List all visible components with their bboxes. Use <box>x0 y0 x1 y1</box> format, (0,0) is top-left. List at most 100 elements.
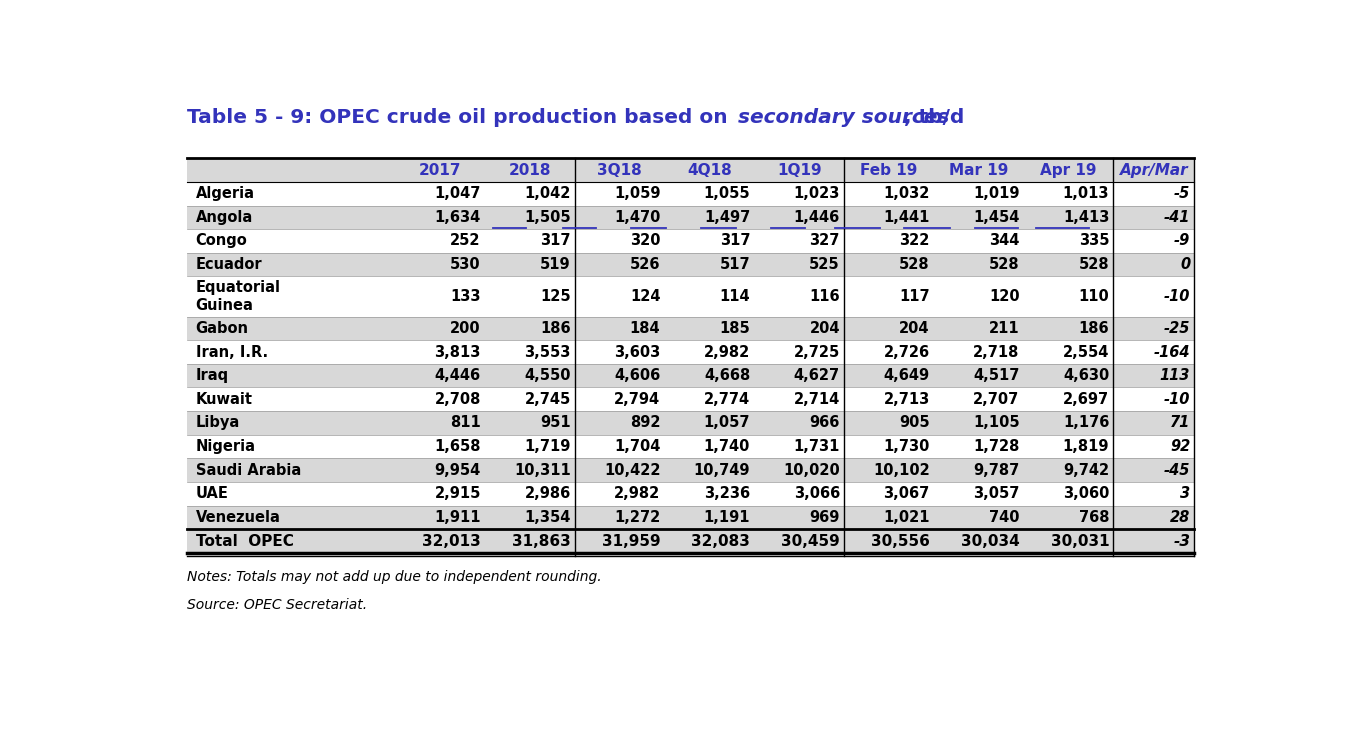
Text: Equatorial: Equatorial <box>195 280 280 295</box>
Text: Venezuela: Venezuela <box>195 510 280 525</box>
Text: 3,553: 3,553 <box>524 345 570 359</box>
Text: 1,446: 1,446 <box>794 210 840 225</box>
Text: 120: 120 <box>989 289 1019 304</box>
Text: 1,019: 1,019 <box>973 186 1019 201</box>
Text: 10,311: 10,311 <box>514 463 570 478</box>
Bar <box>187 253 1194 277</box>
Text: 811: 811 <box>450 415 481 430</box>
Text: 1,013: 1,013 <box>1062 186 1109 201</box>
Text: 2,774: 2,774 <box>704 392 749 407</box>
Text: -164: -164 <box>1154 345 1190 359</box>
Text: 1,191: 1,191 <box>704 510 749 525</box>
Text: 31,959: 31,959 <box>601 534 661 548</box>
Text: 2,982: 2,982 <box>704 345 749 359</box>
Text: 3Q18: 3Q18 <box>597 163 642 178</box>
Text: 344: 344 <box>989 234 1019 248</box>
Text: 1,497: 1,497 <box>704 210 749 225</box>
Text: 114: 114 <box>720 289 749 304</box>
Text: 2,708: 2,708 <box>434 392 481 407</box>
Bar <box>187 458 1194 482</box>
Text: 30,034: 30,034 <box>961 534 1019 548</box>
Text: 3,057: 3,057 <box>973 486 1019 501</box>
Text: -41: -41 <box>1163 210 1190 225</box>
Text: -45: -45 <box>1163 463 1190 478</box>
Text: 2,915: 2,915 <box>434 486 481 501</box>
Text: 211: 211 <box>989 321 1019 336</box>
Text: 9,954: 9,954 <box>434 463 481 478</box>
Text: 10,422: 10,422 <box>604 463 661 478</box>
Text: 322: 322 <box>899 234 930 248</box>
Text: Algeria: Algeria <box>195 186 255 201</box>
Text: 519: 519 <box>541 257 570 272</box>
Text: -3: -3 <box>1173 534 1190 548</box>
Text: 1Q19: 1Q19 <box>776 163 821 178</box>
Text: Source: OPEC Secretariat.: Source: OPEC Secretariat. <box>187 598 368 612</box>
Text: -5: -5 <box>1174 186 1190 201</box>
Text: 2,697: 2,697 <box>1064 392 1109 407</box>
Text: 892: 892 <box>630 415 661 430</box>
Text: -10: -10 <box>1163 392 1190 407</box>
Text: 1,032: 1,032 <box>883 186 930 201</box>
Text: Table 5 - 9: OPEC crude oil production based on: Table 5 - 9: OPEC crude oil production b… <box>187 108 735 127</box>
Text: 124: 124 <box>630 289 661 304</box>
Text: 30,556: 30,556 <box>871 534 930 548</box>
Text: 951: 951 <box>541 415 570 430</box>
Text: 4Q18: 4Q18 <box>687 163 732 178</box>
Bar <box>187 411 1194 435</box>
Text: 1,105: 1,105 <box>973 415 1019 430</box>
Bar <box>187 435 1194 458</box>
Text: 113: 113 <box>1159 368 1190 383</box>
Text: 2,714: 2,714 <box>794 392 840 407</box>
Text: 9,742: 9,742 <box>1064 463 1109 478</box>
Text: 517: 517 <box>720 257 749 272</box>
Text: 4,517: 4,517 <box>973 368 1019 383</box>
Text: 327: 327 <box>810 234 840 248</box>
Text: 1,704: 1,704 <box>615 439 661 454</box>
Text: 1,819: 1,819 <box>1062 439 1109 454</box>
Text: 530: 530 <box>450 257 481 272</box>
Text: 110: 110 <box>1078 289 1109 304</box>
Text: 528: 528 <box>899 257 930 272</box>
Text: 2,707: 2,707 <box>973 392 1019 407</box>
Text: 1,057: 1,057 <box>704 415 749 430</box>
Text: Iran, I.R.: Iran, I.R. <box>195 345 268 359</box>
Text: 10,749: 10,749 <box>694 463 749 478</box>
Text: 1,042: 1,042 <box>524 186 570 201</box>
Text: 2018: 2018 <box>508 163 551 178</box>
Text: -9: -9 <box>1174 234 1190 248</box>
Bar <box>187 316 1194 340</box>
Bar <box>187 364 1194 387</box>
Text: Angola: Angola <box>195 210 253 225</box>
Text: 1,055: 1,055 <box>704 186 749 201</box>
Text: 71: 71 <box>1170 415 1190 430</box>
Text: 1,911: 1,911 <box>434 510 481 525</box>
Text: 4,446: 4,446 <box>435 368 481 383</box>
Text: 3,603: 3,603 <box>615 345 661 359</box>
Text: 125: 125 <box>541 289 570 304</box>
Text: 2,986: 2,986 <box>524 486 570 501</box>
Text: 905: 905 <box>899 415 930 430</box>
Text: 3,060: 3,060 <box>1062 486 1109 501</box>
Bar <box>187 277 1194 316</box>
Text: 1,728: 1,728 <box>973 439 1019 454</box>
Text: 1,470: 1,470 <box>615 210 661 225</box>
Text: 740: 740 <box>989 510 1019 525</box>
Text: 0: 0 <box>1180 257 1190 272</box>
Text: 4,649: 4,649 <box>883 368 930 383</box>
Text: Total  OPEC: Total OPEC <box>195 534 294 548</box>
Text: 186: 186 <box>541 321 570 336</box>
Text: 200: 200 <box>450 321 481 336</box>
Bar <box>187 229 1194 253</box>
Text: Notes: Totals may not add up due to independent rounding.: Notes: Totals may not add up due to inde… <box>187 569 603 583</box>
Text: 117: 117 <box>899 289 930 304</box>
Text: 966: 966 <box>810 415 840 430</box>
Text: 133: 133 <box>450 289 481 304</box>
Bar <box>187 529 1194 553</box>
Text: 186: 186 <box>1078 321 1109 336</box>
Text: 92: 92 <box>1170 439 1190 454</box>
Text: 32,083: 32,083 <box>692 534 749 548</box>
Text: -25: -25 <box>1163 321 1190 336</box>
Text: 1,047: 1,047 <box>434 186 481 201</box>
Text: 4,550: 4,550 <box>524 368 570 383</box>
Text: Feb 19: Feb 19 <box>860 163 918 178</box>
